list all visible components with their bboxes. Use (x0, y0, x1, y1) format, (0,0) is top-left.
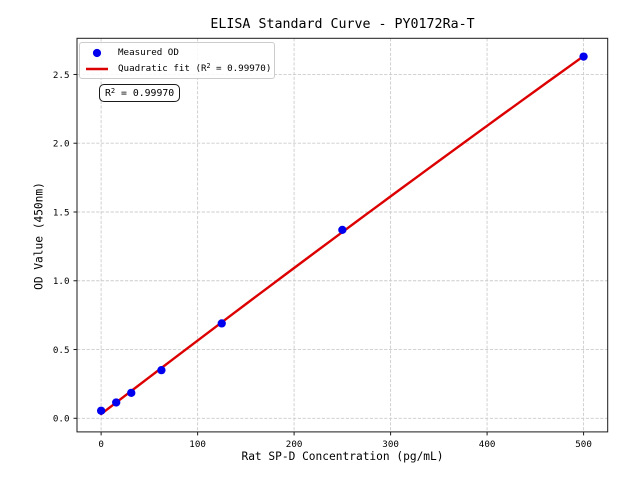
data-point (579, 52, 588, 61)
data-point (127, 388, 136, 397)
data-point (338, 225, 347, 235)
legend: Measured OD Quadratic fit (R2 = 0.99970) (79, 42, 275, 79)
x-tick-label: 500 (575, 439, 592, 450)
y-tick-label: 1.5 (53, 207, 70, 218)
y-tick-label: 2.5 (53, 70, 70, 81)
legend-item-quadratic-fit: Quadratic fit (R2 = 0.99970) (82, 62, 274, 76)
r-squared-annotation: R2 = 0.99970 (99, 84, 181, 102)
annotation-text-suffix: = 0.99970 (115, 88, 175, 99)
legend-item-measured-od: Measured OD (82, 46, 274, 60)
data-point (217, 319, 226, 328)
legend-label-quadratic-fit: Quadratic fit (R2 = 0.99970) (118, 62, 272, 74)
legend-label-superscript: 2 (206, 62, 211, 71)
data-point (112, 398, 121, 407)
legend-line-marker-icon (86, 67, 108, 70)
y-tick-label: 0.0 (53, 414, 70, 425)
y-axis-label: OD Value (450nm) (32, 182, 46, 290)
y-tick-label: 0.5 (53, 345, 70, 356)
x-tick-label: 300 (382, 439, 399, 450)
x-tick-label: 0 (98, 439, 104, 450)
x-tick-label: 400 (479, 439, 496, 450)
x-tick-label: 200 (286, 439, 303, 450)
data-point (157, 366, 166, 375)
fit-line (99, 54, 585, 416)
x-tick-label: 100 (189, 439, 206, 450)
axes-spines (76, 37, 609, 433)
chart-title: ELISA Standard Curve - PY0172Ra-T (210, 17, 475, 32)
annotation-superscript: 2 (110, 85, 116, 95)
annotation-text: R (105, 88, 111, 99)
y-tick-label: 2.0 (53, 139, 70, 150)
legend-scatter-marker-icon (92, 48, 102, 57)
legend-label-measured-od: Measured OD (118, 47, 179, 58)
legend-label-text: Measured OD (118, 47, 179, 58)
legend-label-text-suffix: = 0.99970) (210, 63, 272, 74)
legend-label-text: Quadratic fit (R (118, 63, 207, 74)
x-axis-label: Rat SP-D Concentration (pg/mL) (241, 450, 444, 463)
y-tick-label: 1.0 (53, 276, 70, 287)
data-point (96, 406, 106, 415)
